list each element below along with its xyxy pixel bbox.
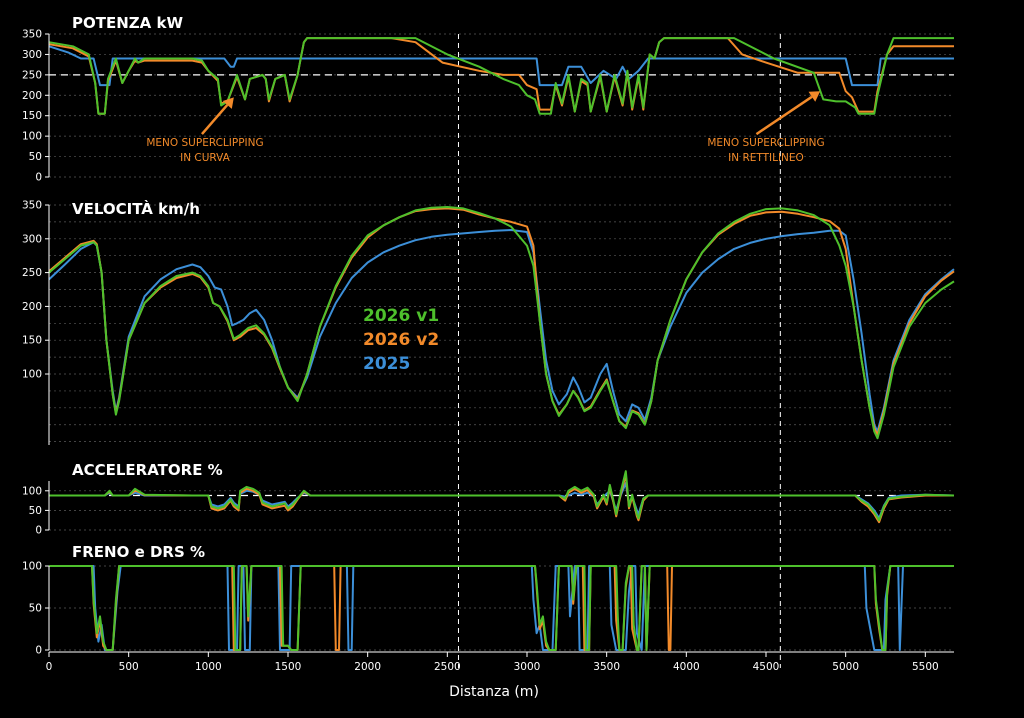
brake-panel-title: FRENO e DRS % — [72, 543, 205, 561]
throttle-y-tick-label: 0 — [35, 525, 42, 537]
power-y-tick-label: 0 — [35, 172, 42, 184]
throttle-y-tick-label: 50 — [29, 505, 42, 517]
speed-series-v2 — [48, 207, 955, 436]
annotation-straight-line2: IN RETTILINEO — [728, 152, 804, 164]
speed-y-tick-label: 100 — [22, 369, 42, 381]
speed-y-tick-label: 250 — [22, 267, 42, 279]
brake-series-v1 — [49, 565, 954, 651]
series-layer — [48, 37, 955, 651]
x-axis-label: Distanza (m) — [449, 684, 539, 700]
legend-entry-2026-v1: 2026 v1 — [363, 306, 439, 326]
brake-y-tick-label: 50 — [29, 603, 42, 615]
x-tick-label: 4500 — [753, 661, 780, 673]
annotation-curve-line1: MENO SUPERCLIPPING — [146, 137, 263, 149]
power-y-tick-label: 300 — [22, 49, 42, 61]
annotation-arrow-head-0 — [222, 97, 234, 109]
annotation-straight-line1: MENO SUPERCLIPPING — [707, 137, 824, 149]
x-tick-label: 4000 — [673, 661, 700, 673]
x-tick-label: 5000 — [832, 661, 859, 673]
power-y-tick-label: 150 — [22, 110, 42, 122]
power-y-tick-label: 200 — [22, 90, 42, 102]
throttle-panel-title: ACCELERATORE % — [72, 461, 223, 479]
x-tick-label: 1500 — [275, 661, 302, 673]
annotation-arrow-head-1 — [808, 91, 821, 102]
power-y-tick-label: 50 — [29, 151, 42, 163]
speed-panel-title: VELOCITÀ km/h — [72, 199, 200, 218]
x-tick-label: 3000 — [514, 661, 541, 673]
annotation-curve-line2: IN CURVA — [180, 152, 231, 164]
legend-entry-2026-v2: 2026 v2 — [363, 330, 439, 350]
x-tick-label: 5500 — [912, 661, 939, 673]
x-tick-label: 2500 — [434, 661, 461, 673]
annotation-arrow-shaft-1 — [755, 95, 813, 136]
x-tick-label: 3500 — [593, 661, 620, 673]
legend-entry-2025: 2025 — [363, 354, 410, 374]
brake-y-tick-label: 100 — [22, 561, 42, 573]
brake-y-tick-label: 0 — [35, 645, 42, 657]
speed-y-tick-label: 150 — [22, 335, 42, 347]
speed-series-y2025 — [48, 229, 955, 433]
throttle-series-v1 — [49, 470, 955, 522]
x-tick-label: 1000 — [195, 661, 222, 673]
throttle-y-tick-label: 100 — [22, 485, 42, 497]
legend: 2026 v1 2026 v2 2025 — [363, 306, 439, 374]
power-panel-title: POTENZA kW — [72, 14, 183, 32]
power-series-v1 — [48, 37, 954, 115]
x-tick-label: 0 — [46, 661, 53, 673]
speed-y-tick-label: 350 — [22, 200, 42, 212]
power-y-tick-label: 250 — [22, 69, 42, 81]
axis-layer: 0501001502002503003501001502002503003500… — [22, 29, 954, 673]
power-y-tick-label: 100 — [22, 131, 42, 143]
brake-series-y2025 — [49, 565, 954, 651]
speed-y-tick-label: 200 — [22, 301, 42, 313]
speed-series-v1 — [48, 206, 955, 440]
speed-y-tick-label: 300 — [22, 233, 42, 245]
annotation-arrow-shaft-0 — [201, 104, 229, 135]
x-tick-label: 2000 — [354, 661, 381, 673]
x-tick-label: 500 — [119, 661, 139, 673]
marker-layer — [457, 34, 781, 668]
power-y-tick-label: 350 — [22, 29, 42, 41]
annotation-layer: MENO SUPERCLIPPING IN CURVA MENO SUPERCL… — [146, 137, 824, 164]
